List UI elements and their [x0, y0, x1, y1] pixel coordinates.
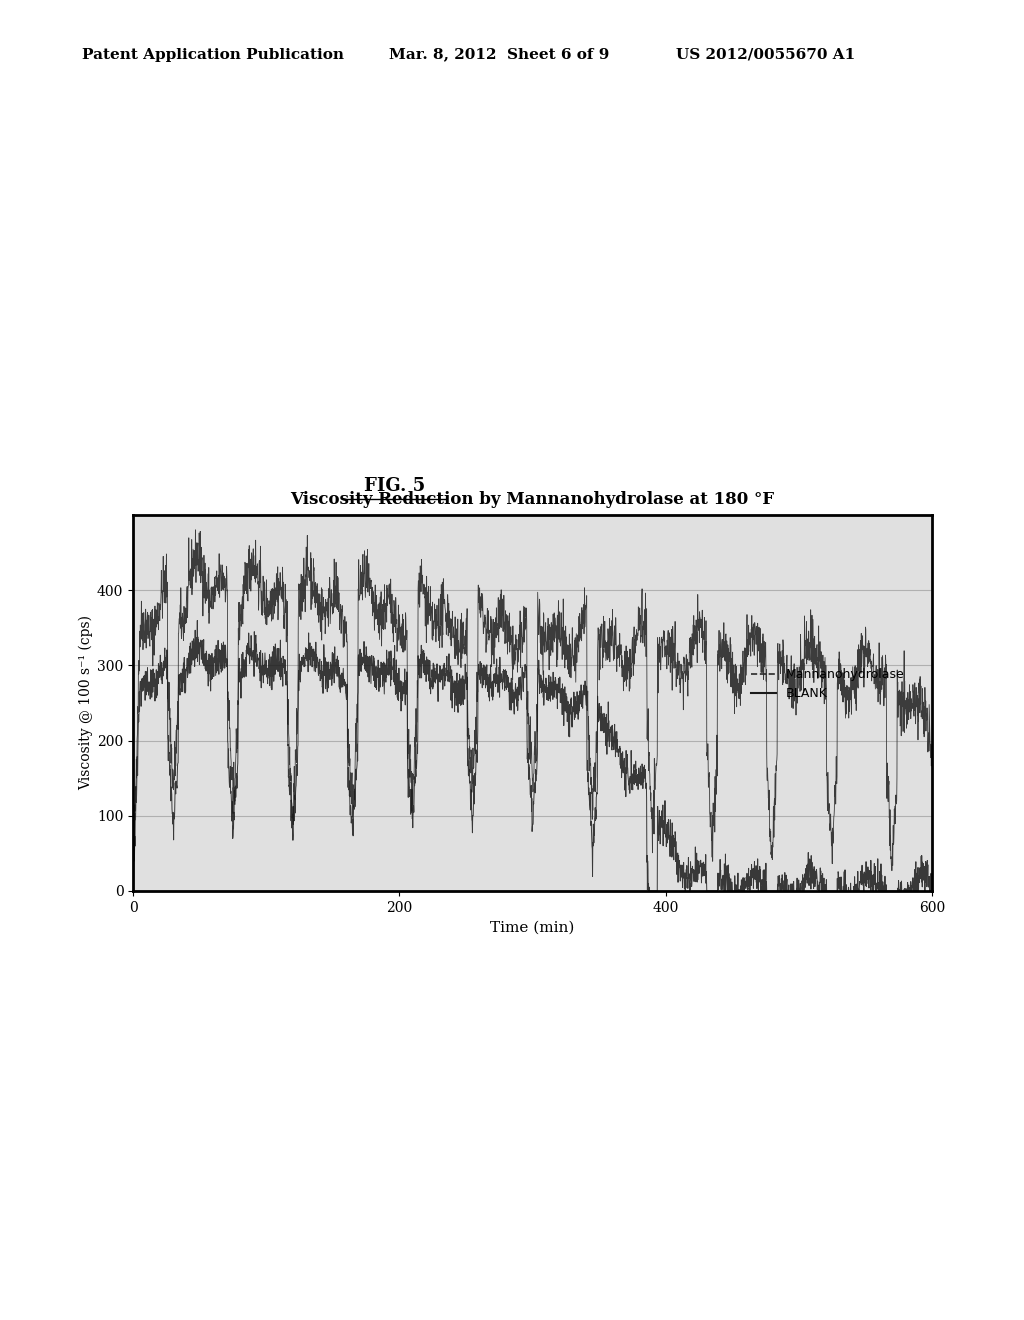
Mannanohydrolase — [189, 521, 202, 537]
BLANK — [266, 682, 279, 698]
BLANK — [824, 883, 837, 899]
Line: BLANK: BLANK — [133, 620, 932, 891]
Y-axis label: Viscosity @ 100 s⁻¹ (cps): Viscosity @ 100 s⁻¹ (cps) — [79, 615, 93, 791]
Legend: Mannanohydrolase, BLANK: Mannanohydrolase, BLANK — [745, 663, 909, 705]
Mannanohydrolase — [824, 816, 837, 832]
Mannanohydrolase — [468, 747, 480, 763]
X-axis label: Time (min): Time (min) — [490, 920, 574, 935]
Title: Viscosity Reduction by Mannanohydrolase at 180 °F: Viscosity Reduction by Mannanohydrolase … — [291, 491, 774, 508]
Mannanohydrolase — [127, 876, 139, 892]
Mannanohydrolase — [266, 582, 279, 598]
BLANK — [433, 657, 445, 673]
Mannanohydrolase — [218, 579, 230, 595]
Text: US 2012/0055670 A1: US 2012/0055670 A1 — [676, 48, 855, 62]
Mannanohydrolase — [433, 640, 445, 656]
BLANK — [218, 640, 230, 656]
BLANK — [926, 883, 938, 899]
Text: FIG. 5: FIG. 5 — [364, 477, 425, 495]
Mannanohydrolase — [910, 700, 923, 715]
Text: Mar. 8, 2012  Sheet 6 of 9: Mar. 8, 2012 Sheet 6 of 9 — [389, 48, 609, 62]
BLANK — [127, 883, 139, 899]
Text: Patent Application Publication: Patent Application Publication — [82, 48, 344, 62]
Line: Mannanohydrolase: Mannanohydrolase — [133, 529, 932, 884]
BLANK — [910, 866, 923, 882]
Mannanohydrolase — [926, 746, 938, 762]
BLANK — [468, 796, 480, 812]
BLANK — [191, 612, 204, 628]
